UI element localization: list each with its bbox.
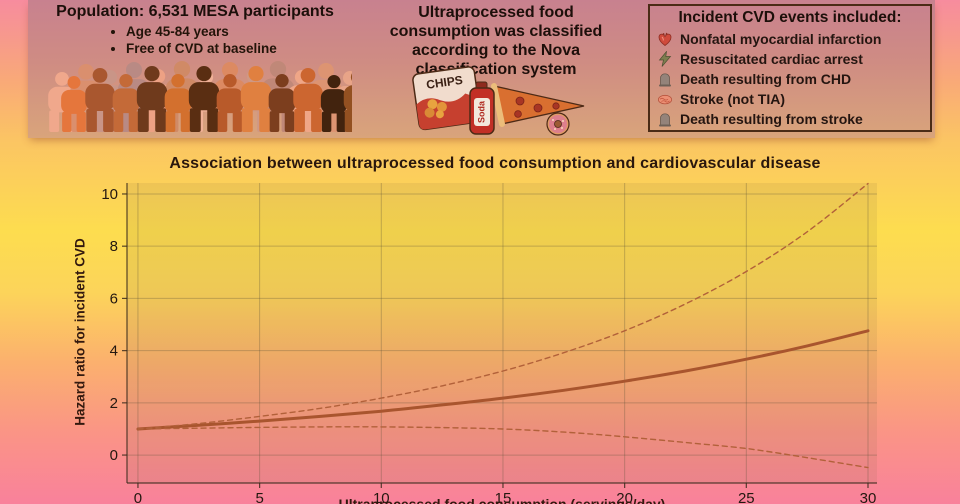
person-silhouette: [216, 74, 244, 132]
population-bullet-age: Age 45-84 years: [126, 24, 356, 39]
person-silhouette: [293, 68, 323, 132]
cvd-event-row: Death resulting from CHD: [650, 69, 930, 89]
cvd-event-row: Stroke (not TIA): [650, 89, 930, 109]
lightning-icon: [657, 50, 673, 67]
x-tick-label: 30: [860, 490, 877, 504]
cvd-event-row: Death resulting from stroke: [650, 109, 930, 129]
person-silhouette: [320, 75, 348, 132]
cvd-event-row: Nonfatal myocardial infarction: [650, 29, 930, 49]
y-tick-label: 2: [110, 395, 118, 412]
x-tick-label: 20: [616, 490, 633, 504]
soda-bottle-icon: Soda: [469, 81, 495, 135]
y-tick-label: 10: [101, 186, 118, 203]
population-title: Population: 6,531 MESA participants: [56, 3, 334, 20]
x-tick-label: 15: [495, 490, 512, 504]
hazard-ratio-curve: [136, 329, 870, 431]
cvd-event-label: Death resulting from stroke: [680, 111, 863, 127]
population-section: Population: 6,531 MESA participants Age …: [34, 3, 356, 56]
food-illustration: CHIPS Soda: [412, 66, 585, 136]
brain-icon: [657, 91, 673, 107]
upper-95-ci-curve: [137, 182, 869, 430]
cvd-events-list: Nonfatal myocardial infarction Resuscitat…: [650, 29, 930, 129]
pizza-slice-icon: [491, 83, 585, 127]
person-silhouette: [343, 73, 352, 132]
y-tick-label: 8: [110, 238, 118, 255]
soda-label: Soda: [476, 100, 486, 123]
cvd-event-label: Nonfatal myocardial infarction: [680, 31, 882, 47]
x-tick-label: 10: [373, 490, 390, 504]
cvd-events-title: Incident CVD events included:: [678, 9, 902, 26]
y-tick-label: 0: [110, 447, 118, 464]
lower-95-ci-curve: [137, 426, 869, 469]
x-axis-label: Ultraprocessed food consumption (serving…: [338, 496, 666, 504]
nova-line: consumption was classified: [389, 23, 603, 40]
crowd-illustration: [48, 61, 352, 132]
person-silhouette: [85, 68, 115, 132]
y-tick-label: 6: [110, 290, 118, 307]
chips-bag-icon: CHIPS: [412, 66, 482, 131]
cvd-event-label: Stroke (not TIA): [680, 91, 785, 107]
donut-icon: [546, 112, 570, 136]
population-bullets: Age 45-84 years Free of CVD at baseline: [112, 24, 356, 56]
cvd-event-label: Death resulting from CHD: [680, 71, 852, 87]
person-silhouette: [164, 74, 192, 132]
chart-title: Association between ultraprocessed food …: [169, 155, 821, 172]
cvd-event-row: Resuscitated cardiac arrest: [650, 49, 930, 69]
tombstone-icon: [657, 111, 673, 127]
person-silhouette: [268, 74, 296, 132]
nova-line: according to the Nova: [411, 42, 581, 59]
x-tick-label: 25: [738, 490, 755, 504]
header-banner: Population: 6,531 MESA participants Age …: [28, 0, 935, 138]
cvd-event-label: Resuscitated cardiac arrest: [680, 51, 863, 67]
person-silhouette: [240, 66, 272, 132]
person-silhouette: [136, 66, 168, 132]
x-tick-label: 0: [134, 490, 142, 504]
person-silhouette: [188, 66, 220, 132]
population-bullet-cvd-free: Free of CVD at baseline: [126, 41, 356, 56]
hazard-curve-svg: 0 2 4 6 8 10 0 5 10 15 20 25 30: [101, 182, 877, 504]
person-silhouette: [61, 76, 87, 132]
y-axis-label: Hazard ratio for incident CVD: [72, 238, 88, 426]
y-tick-label: 4: [110, 343, 118, 360]
x-tick-label: 5: [255, 490, 263, 504]
heart-icon: [657, 31, 673, 47]
nova-line: Ultraprocessed food: [418, 4, 574, 21]
tombstone-icon: [657, 71, 673, 87]
chips-label: CHIPS: [425, 73, 463, 92]
cvd-events-box: Incident CVD events included: Nonfatal m…: [648, 4, 932, 132]
nova-section: Ultraprocessed food consumption was clas…: [360, 3, 632, 79]
person-silhouette: [112, 74, 140, 132]
hazard-ratio-plot: 0 2 4 6 8 10 0 5 10 15 20 25 30: [101, 182, 877, 504]
